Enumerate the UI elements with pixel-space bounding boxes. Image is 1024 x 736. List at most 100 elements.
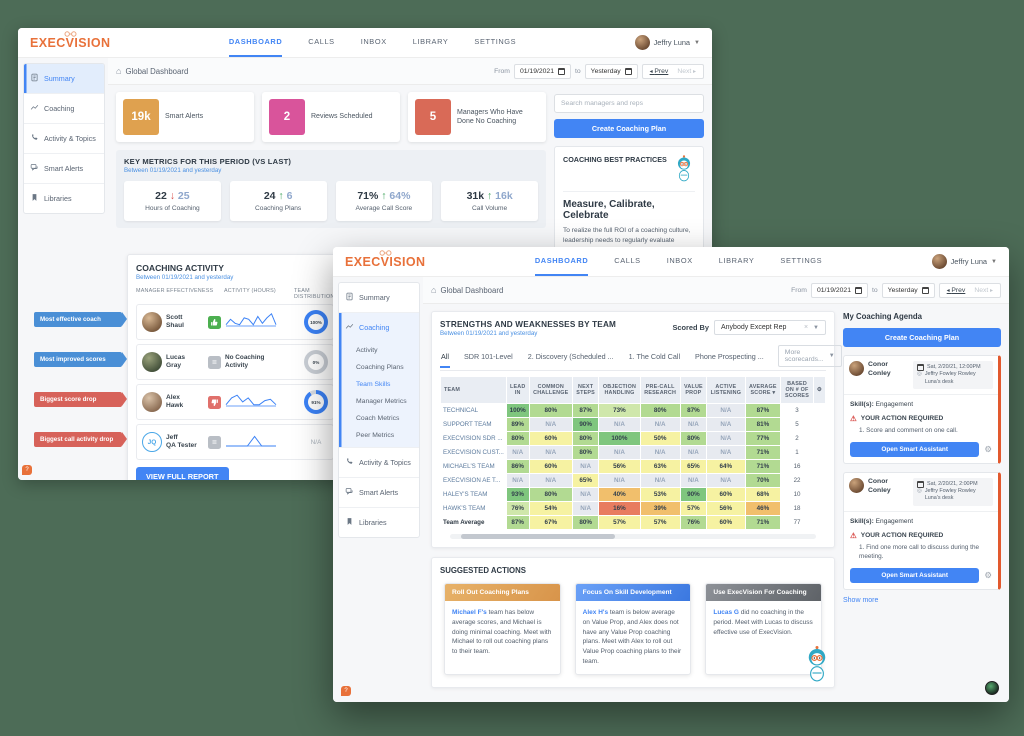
nav-item-dashboard[interactable]: DASHBOARD xyxy=(228,28,283,57)
average-score-cell[interactable]: 87% xyxy=(745,404,781,417)
coaching-activity-row[interactable]: Lucas Gray = No Coaching Activity 0% xyxy=(136,344,334,380)
show-more-link[interactable]: Show more xyxy=(843,596,879,604)
average-score-cell[interactable]: 71% xyxy=(745,516,781,529)
score-cell[interactable]: 100% xyxy=(599,432,640,445)
nav-item-library[interactable]: LIBRARY xyxy=(718,256,755,265)
score-cell[interactable]: N/A xyxy=(506,474,529,487)
coaching-activity-row[interactable]: Alex Hawk 91% xyxy=(136,384,334,420)
gear-icon[interactable]: ⚙ xyxy=(984,443,992,454)
average-score-cell[interactable]: 71% xyxy=(745,446,781,459)
column-header[interactable]: OBJECTION HANDLING xyxy=(599,377,640,403)
score-cell[interactable]: N/A xyxy=(599,446,640,459)
score-cell[interactable]: 67% xyxy=(529,516,572,529)
open-smart-assistant-button[interactable]: Open Smart Assistant xyxy=(850,441,980,457)
score-cell[interactable]: 80% xyxy=(640,404,680,417)
score-cell[interactable]: 39% xyxy=(640,502,680,515)
date-from-input[interactable]: 01/19/2021 xyxy=(810,282,868,298)
column-header[interactable]: BASED ON # OF SCORES xyxy=(781,377,813,403)
score-cell[interactable]: N/A xyxy=(599,418,640,431)
score-cell[interactable]: 80% xyxy=(506,432,529,445)
column-header[interactable]: AVERAGE SCORE ▾ xyxy=(745,377,781,403)
score-cell[interactable]: 56% xyxy=(599,460,640,473)
score-cell[interactable]: 60% xyxy=(529,432,572,445)
scored-by-select[interactable]: Anybody Except Rep × ▼ xyxy=(714,320,826,335)
score-cell[interactable]: 80% xyxy=(572,446,599,459)
score-cell[interactable]: 60% xyxy=(529,460,572,473)
column-header[interactable]: NEXT STEPS xyxy=(572,377,599,403)
score-cell[interactable]: N/A xyxy=(707,474,745,487)
execvision-logo[interactable]: EXECVISION xyxy=(30,30,110,50)
column-header[interactable]: COMMON CHALLENGE xyxy=(529,377,572,403)
suggested-action-card[interactable]: Use ExecVision For Coaching Lucas G did n… xyxy=(705,583,823,675)
score-cell[interactable]: 65% xyxy=(572,474,599,487)
score-cell[interactable]: N/A xyxy=(707,446,745,459)
score-cell[interactable]: 90% xyxy=(572,418,599,431)
column-header[interactable]: TEAM xyxy=(441,377,506,403)
score-cell[interactable]: N/A xyxy=(529,474,572,487)
tab-1-the-cold-call[interactable]: 1. The Cold Call xyxy=(628,351,681,361)
sidebar-subitem-peer-metrics[interactable]: Peer Metrics xyxy=(356,432,395,439)
help-chat-icon[interactable]: ? xyxy=(341,686,351,696)
agenda-card[interactable]: Conor Conley Sat, 2/20/21, 2:00PM ◎ Jeffry F… xyxy=(843,471,1001,590)
create-coaching-plan-button[interactable]: Create Coaching Plan xyxy=(554,119,704,138)
sidebar-subitem-coaching-plans[interactable]: Coaching Plans xyxy=(356,364,404,371)
score-cell[interactable]: 87% xyxy=(680,404,707,417)
score-cell[interactable]: 76% xyxy=(506,502,529,515)
sidebar-item-summary[interactable]: Summary xyxy=(24,64,104,94)
nav-item-settings[interactable]: SETTINGS xyxy=(474,37,517,46)
sidebar-item-libraries[interactable]: Libraries xyxy=(339,508,419,537)
sidebar-item-smart-alerts[interactable]: Smart Alerts xyxy=(339,478,419,508)
team-name-cell[interactable]: MICHAEL'S TEAM xyxy=(443,463,495,470)
score-cell[interactable]: 76% xyxy=(680,516,707,529)
tab-phone-prospecting-[interactable]: Phone Prospecting ... xyxy=(695,351,764,361)
score-cell[interactable]: N/A xyxy=(680,446,707,459)
score-cell[interactable]: 80% xyxy=(529,404,572,417)
score-cell[interactable]: N/A xyxy=(707,418,745,431)
score-cell[interactable]: 87% xyxy=(506,516,529,529)
average-score-cell[interactable]: 68% xyxy=(745,488,781,501)
score-cell[interactable]: 54% xyxy=(529,502,572,515)
sidebar-subitem-activity[interactable]: Activity xyxy=(356,347,378,354)
next-button[interactable]: Next ▸ xyxy=(974,287,993,294)
sidebar-item-summary[interactable]: Summary xyxy=(339,283,419,313)
team-name-cell[interactable]: HALEY'S TEAM xyxy=(443,491,488,498)
home-icon[interactable]: ⌂ xyxy=(431,284,437,295)
home-icon[interactable]: ⌂ xyxy=(116,65,122,76)
prev-button[interactable]: ◂ Prev xyxy=(650,68,669,75)
date-to-input[interactable]: Yesterday xyxy=(881,282,935,298)
create-coaching-plan-button[interactable]: Create Coaching Plan xyxy=(843,328,1001,347)
scrollbar-thumb[interactable] xyxy=(460,534,615,539)
manager-link[interactable]: Michael F's xyxy=(452,609,487,616)
user-menu[interactable]: Jeffry Luna ▼ xyxy=(634,35,700,50)
view-full-report-button[interactable]: VIEW FULL REPORT xyxy=(136,467,229,480)
nav-item-settings[interactable]: SETTINGS xyxy=(780,256,823,265)
table-settings-gear-icon[interactable]: ⚙ xyxy=(813,377,825,403)
nav-item-calls[interactable]: CALLS xyxy=(614,256,641,265)
score-cell[interactable]: N/A xyxy=(572,488,599,501)
score-cell[interactable]: 57% xyxy=(599,516,640,529)
nav-item-dashboard[interactable]: DASHBOARD xyxy=(534,247,589,276)
score-cell[interactable]: 73% xyxy=(599,404,640,417)
score-cell[interactable]: 65% xyxy=(680,460,707,473)
sidebar-item-coaching[interactable]: Coaching xyxy=(339,313,419,342)
score-cell[interactable]: N/A xyxy=(599,474,640,487)
tab-all[interactable]: All xyxy=(440,348,450,368)
score-cell[interactable]: 80% xyxy=(680,432,707,445)
score-cell[interactable]: N/A xyxy=(640,418,680,431)
coaching-activity-row[interactable]: Scott Shaul 100% xyxy=(136,304,334,340)
score-cell[interactable]: 93% xyxy=(506,488,529,501)
score-cell[interactable]: N/A xyxy=(572,502,599,515)
score-cell[interactable]: N/A xyxy=(680,418,707,431)
team-name-cell[interactable]: TECHNICAL xyxy=(443,407,479,414)
score-cell[interactable]: 57% xyxy=(640,516,680,529)
execvision-logo[interactable]: EXECVISION xyxy=(345,249,425,269)
date-from-input[interactable]: 01/19/2021 xyxy=(513,63,571,79)
team-name-cell[interactable]: EXECVISION CUST... xyxy=(443,449,504,456)
column-header[interactable]: VALUE PROP xyxy=(680,377,707,403)
score-cell[interactable]: N/A xyxy=(707,404,745,417)
clear-icon[interactable]: × xyxy=(803,324,809,331)
score-cell[interactable]: 86% xyxy=(506,460,529,473)
score-cell[interactable]: 89% xyxy=(506,418,529,431)
column-header[interactable]: ACTIVE LISTENING xyxy=(707,377,745,403)
score-cell[interactable]: N/A xyxy=(640,474,680,487)
